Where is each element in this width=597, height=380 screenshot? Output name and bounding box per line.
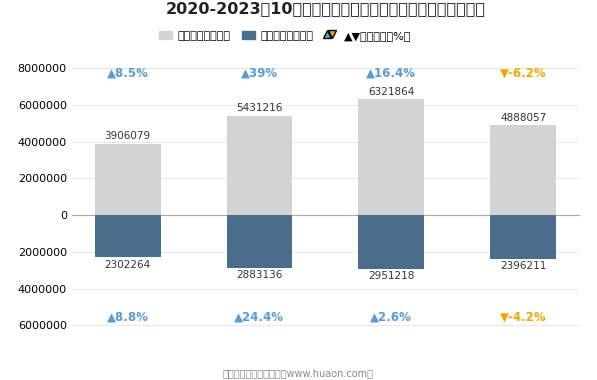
Text: 2396211: 2396211 — [500, 261, 546, 271]
Bar — [358, 99, 424, 215]
Text: 4888057: 4888057 — [500, 113, 546, 123]
Text: 2883136: 2883136 — [236, 270, 282, 280]
Bar — [226, 215, 293, 268]
Bar — [358, 215, 424, 269]
Text: 6321864: 6321864 — [368, 87, 414, 97]
Text: ▲24.4%: ▲24.4% — [235, 310, 284, 323]
Text: ▲39%: ▲39% — [241, 66, 278, 79]
Bar — [490, 125, 556, 215]
Bar — [226, 116, 293, 215]
Title: 2020-2023年10月湖北省商品收发货人所在地进、出口额统计: 2020-2023年10月湖北省商品收发货人所在地进、出口额统计 — [165, 1, 485, 16]
Text: 制图：华经产业研究院（www.huaon.com）: 制图：华经产业研究院（www.huaon.com） — [223, 368, 374, 378]
Bar — [95, 144, 161, 215]
Text: 3906079: 3906079 — [104, 131, 150, 141]
Text: ▲2.6%: ▲2.6% — [370, 310, 412, 323]
Text: ▼-4.2%: ▼-4.2% — [500, 310, 546, 323]
Text: 2951218: 2951218 — [368, 271, 414, 282]
Text: ▲16.4%: ▲16.4% — [367, 66, 416, 79]
Text: 2302264: 2302264 — [104, 260, 151, 269]
Text: ▼-6.2%: ▼-6.2% — [500, 66, 546, 79]
Bar — [490, 215, 556, 259]
Legend: 出口额（万美元）, 进口额（万美元）, ▲▼同比增长（%）: 出口额（万美元）, 进口额（万美元）, ▲▼同比增长（%） — [154, 26, 416, 45]
Text: ▲8.8%: ▲8.8% — [107, 310, 149, 323]
Bar — [95, 215, 161, 257]
Text: ▲8.5%: ▲8.5% — [107, 66, 149, 79]
Text: 5431216: 5431216 — [236, 103, 282, 113]
